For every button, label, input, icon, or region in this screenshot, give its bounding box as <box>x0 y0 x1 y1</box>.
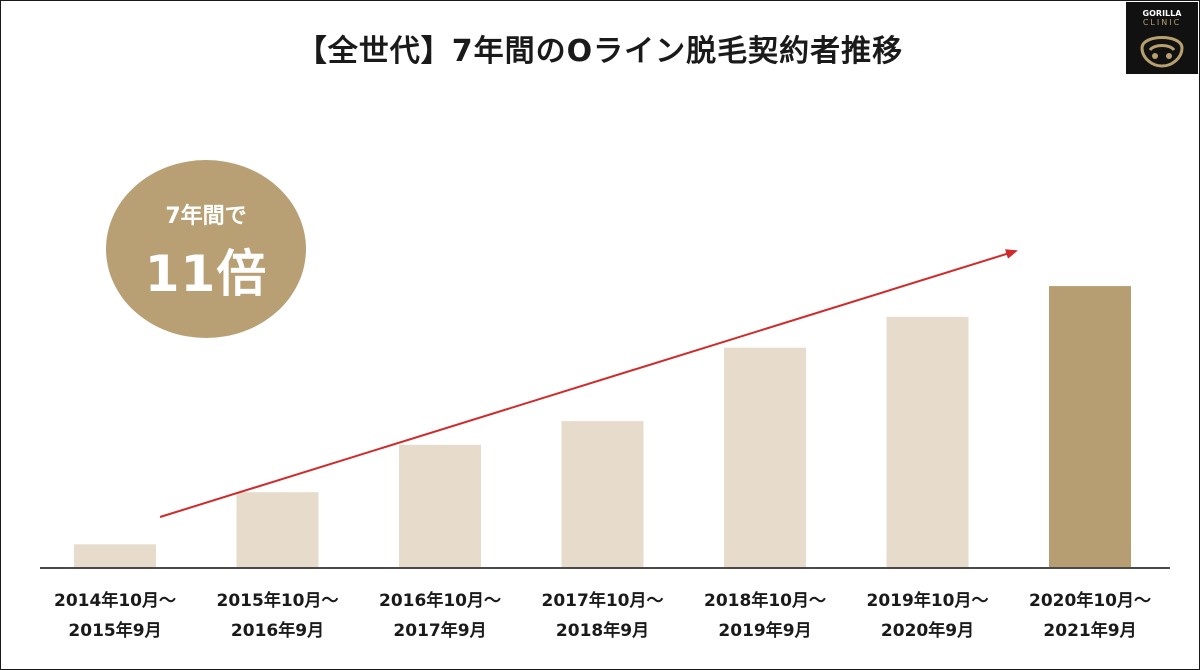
x-tick-label-line: 2015年9月 <box>68 621 162 641</box>
bar-3 <box>399 444 481 568</box>
x-tick-label-line: 2018年9月 <box>555 621 650 641</box>
x-tick-label-line: 2017年9月 <box>393 621 487 641</box>
x-tick-label-6: 2019年10月～ 2020年9月 <box>848 586 1008 646</box>
x-tick-label-line: 2016年9月 <box>230 621 325 641</box>
x-tick-label-line: 2021年9月 <box>1043 621 1137 641</box>
x-tick-label-2: 2015年10月～ 2016年9月 <box>198 586 358 646</box>
x-tick-label-line: 2019年10月～ <box>866 591 989 611</box>
x-tick-label-1: 2014年10月～ 2015年9月 <box>35 586 195 646</box>
x-tick-label-line: 2015年10月～ <box>216 591 339 611</box>
bar-4 <box>561 421 644 568</box>
bar-5 <box>724 347 806 568</box>
bar-1 <box>74 544 156 568</box>
logo-text: GORILLA CLINIC <box>1126 9 1198 27</box>
x-tick-label-line: 2019年9月 <box>718 621 812 641</box>
bar-7 <box>1049 286 1131 568</box>
x-tick-label-4: 2017年10月～ 2018年9月 <box>523 586 683 646</box>
logo-line2: CLINIC <box>1142 18 1182 27</box>
x-tick-label-7: 2020年10月～ 2021年9月 <box>1010 586 1170 646</box>
gorilla-icon <box>1140 36 1184 68</box>
chart-title: 【全世代】7年間のOライン脱毛契約者推移 <box>296 34 904 69</box>
gorilla-clinic-logo: GORILLA CLINIC <box>1126 2 1198 74</box>
growth-badge: 7年間で 11倍 <box>106 160 306 338</box>
x-tick-label-line: 2016年10月～ <box>379 591 501 611</box>
bar-2 <box>236 492 319 568</box>
x-tick-label-line: 2014年10月～ <box>54 591 176 611</box>
logo-line1: GORILLA <box>1142 9 1182 18</box>
x-tick-label-3: 2016年10月～ 2017年9月 <box>360 586 520 646</box>
badge-value: 11倍 <box>144 245 268 303</box>
x-tick-label-line: 2018年10月～ <box>704 591 826 611</box>
x-tick-label-line: 2020年9月 <box>880 621 975 641</box>
x-tick-label-line: 2017年10月～ <box>541 591 664 611</box>
x-tick-label-line: 2020年10月～ <box>1029 591 1151 611</box>
badge-subtitle: 7年間で <box>165 204 247 229</box>
x-tick-label-5: 2018年10月～ 2019年9月 <box>685 586 845 646</box>
bar-6 <box>886 316 969 568</box>
trend-arrow <box>159 249 1018 518</box>
